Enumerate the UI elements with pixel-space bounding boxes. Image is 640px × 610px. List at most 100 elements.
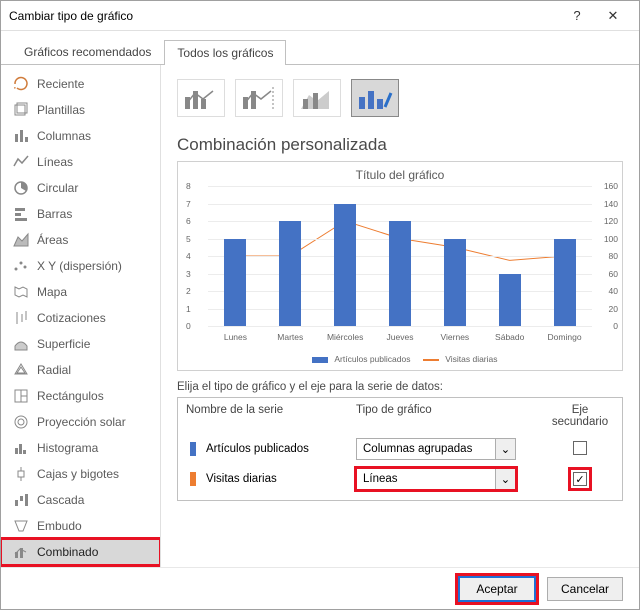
sidebar-item-map[interactable]: Mapa	[1, 279, 160, 305]
sidebar-item-funnel[interactable]: Embudo	[1, 513, 160, 539]
sidebar-item-stock[interactable]: Cotizaciones	[1, 305, 160, 331]
chart-bar	[389, 221, 411, 326]
tab-all-charts[interactable]: Todos los gráficos	[164, 40, 286, 65]
tab-recommended[interactable]: Gráficos recomendados	[11, 39, 164, 64]
x-category: Martes	[277, 332, 303, 342]
chart-bar	[224, 239, 246, 327]
sidebar-item-label: Embudo	[37, 519, 82, 533]
sidebar-item-radar[interactable]: Radial	[1, 357, 160, 383]
col-header-name: Nombre de la serie	[186, 404, 356, 428]
bars-icon	[13, 206, 29, 222]
map-icon	[13, 284, 29, 300]
y-left-tick: 7	[186, 199, 191, 209]
waterfall-icon	[13, 492, 29, 508]
sidebar-item-area[interactable]: Áreas	[1, 227, 160, 253]
funnel-icon	[13, 518, 29, 534]
sidebar-item-waterfall[interactable]: Cascada	[1, 487, 160, 513]
chart-bar	[444, 239, 466, 327]
cancel-button[interactable]: Cancelar	[547, 577, 623, 601]
sidebar-item-label: Superficie	[37, 337, 90, 351]
close-button[interactable]: ✕	[595, 2, 631, 30]
titlebar: Cambiar tipo de gráfico ? ✕	[1, 1, 639, 31]
templates-icon	[13, 102, 29, 118]
chart-bar	[279, 221, 301, 326]
sidebar-item-bars[interactable]: Barras	[1, 201, 160, 227]
section-title: Combinación personalizada	[177, 135, 623, 155]
columns-icon	[13, 128, 29, 144]
secondary-axis-checkbox[interactable]: ✓	[573, 472, 587, 486]
series-name: Visitas diarias	[206, 473, 277, 485]
ok-button[interactable]: Aceptar	[459, 577, 535, 601]
legend-swatch-2	[423, 359, 439, 361]
combo-icon	[13, 544, 29, 560]
sidebar-item-label: Histograma	[37, 441, 98, 455]
sidebar-item-label: Mapa	[37, 285, 67, 299]
y-right-tick: 160	[604, 181, 618, 191]
chart-plot-area: 012345678020406080100120140160LunesMarte…	[208, 186, 592, 326]
series-row: Visitas diarias Líneas⌄ ✓	[186, 464, 614, 494]
series-name: Artículos publicados	[206, 443, 309, 455]
secondary-axis-checkbox[interactable]	[573, 441, 587, 455]
sidebar-item-label: Plantillas	[37, 103, 85, 117]
y-right-tick: 60	[609, 269, 618, 279]
chevron-down-icon: ⌄	[495, 469, 515, 489]
sidebar-item-label: Columnas	[37, 129, 91, 143]
sidebar-item-columns[interactable]: Columnas	[1, 123, 160, 149]
x-category: Jueves	[387, 332, 414, 342]
sidebar-item-surface[interactable]: Superficie	[1, 331, 160, 357]
x-category: Miércoles	[327, 332, 363, 342]
dialog-body: Reciente Plantillas Columnas Líneas Circular…	[1, 65, 639, 567]
sidebar-item-label: Combinado	[37, 545, 98, 559]
sidebar-item-label: Proyección solar	[37, 415, 126, 429]
series-picker-header: Nombre de la serie Tipo de gráfico Eje s…	[186, 404, 614, 428]
series-picker: Nombre de la serie Tipo de gráfico Eje s…	[177, 397, 623, 501]
sidebar-item-boxplot[interactable]: Cajas y bigotes	[1, 461, 160, 487]
y-left-tick: 2	[186, 286, 191, 296]
combo-subtype-row	[177, 75, 623, 131]
sidebar-item-label: Cascada	[37, 493, 84, 507]
combo-subtype-custom[interactable]	[351, 79, 399, 117]
y-left-tick: 8	[186, 181, 191, 191]
x-category: Lunes	[224, 332, 247, 342]
sidebar-item-label: Áreas	[37, 233, 68, 247]
col-header-secondary: Eje secundario	[546, 404, 614, 428]
main-panel: Combinación personalizada Título del grá…	[161, 65, 639, 567]
sidebar-item-combo[interactable]: Combinado	[1, 539, 160, 565]
sidebar-item-label: Reciente	[37, 77, 84, 91]
sidebar-item-label: Líneas	[37, 155, 73, 169]
series-type-dropdown[interactable]: Líneas⌄	[356, 468, 516, 490]
sidebar-item-scatter[interactable]: X Y (dispersión)	[1, 253, 160, 279]
dialog-footer: Aceptar Cancelar	[1, 567, 639, 609]
scatter-icon	[13, 258, 29, 274]
sidebar-item-pie[interactable]: Circular	[1, 175, 160, 201]
help-button[interactable]: ?	[559, 2, 595, 30]
sidebar-item-label: Cotizaciones	[37, 311, 106, 325]
sunburst-icon	[13, 414, 29, 430]
y-right-tick: 0	[613, 321, 618, 331]
sidebar-item-label: Rectángulos	[37, 389, 104, 403]
y-left-tick: 3	[186, 269, 191, 279]
sidebar-item-recent[interactable]: Reciente	[1, 71, 160, 97]
combo-subtype-1[interactable]	[177, 79, 225, 117]
combo-subtype-3[interactable]	[293, 79, 341, 117]
x-category: Sábado	[495, 332, 524, 342]
sidebar-item-label: X Y (dispersión)	[37, 259, 122, 273]
y-left-tick: 6	[186, 216, 191, 226]
sidebar-item-templates[interactable]: Plantillas	[1, 97, 160, 123]
sidebar-item-histogram[interactable]: Histograma	[1, 435, 160, 461]
sidebar-item-sunburst[interactable]: Proyección solar	[1, 409, 160, 435]
boxplot-icon	[13, 466, 29, 482]
chart-legend: Artículos publicados Visitas diarias	[178, 354, 622, 364]
chart-bar	[334, 204, 356, 327]
area-icon	[13, 232, 29, 248]
sidebar-item-treemap[interactable]: Rectángulos	[1, 383, 160, 409]
series-swatch	[190, 442, 196, 456]
sidebar-item-lines[interactable]: Líneas	[1, 149, 160, 175]
chart-preview: Título del gráfico 012345678020406080100…	[177, 161, 623, 371]
recent-icon	[13, 76, 29, 92]
y-right-tick: 140	[604, 199, 618, 209]
combo-subtype-2[interactable]	[235, 79, 283, 117]
y-left-tick: 1	[186, 304, 191, 314]
lines-icon	[13, 154, 29, 170]
series-type-dropdown[interactable]: Columnas agrupadas⌄	[356, 438, 516, 460]
